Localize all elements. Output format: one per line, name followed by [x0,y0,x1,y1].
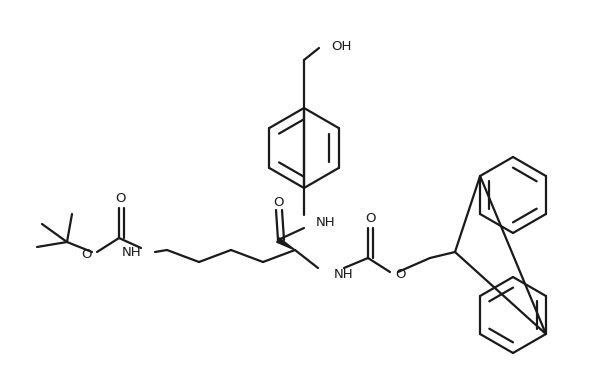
Text: NH: NH [122,245,141,259]
Text: O: O [365,213,375,225]
Text: O: O [273,195,283,209]
Text: NH: NH [316,216,336,229]
Text: O: O [81,248,92,261]
Text: O: O [116,193,126,206]
Polygon shape [277,238,295,250]
Text: NH: NH [334,268,354,280]
Text: O: O [395,268,406,282]
Text: OH: OH [331,39,351,53]
